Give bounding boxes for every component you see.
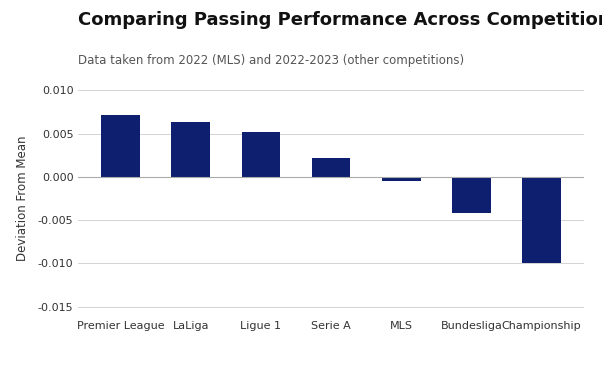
Y-axis label: Deviation From Mean: Deviation From Mean <box>16 136 29 261</box>
Bar <box>312 158 350 177</box>
Bar <box>382 177 421 181</box>
Bar <box>452 177 491 213</box>
Bar <box>241 132 280 177</box>
Bar <box>523 177 561 263</box>
Bar <box>101 115 140 177</box>
Text: Data taken from 2022 (MLS) and 2022-2023 (other competitions): Data taken from 2022 (MLS) and 2022-2023… <box>78 54 464 67</box>
Text: Comparing Passing Performance Across Competitions: Comparing Passing Performance Across Com… <box>78 11 602 29</box>
Bar <box>172 122 210 177</box>
